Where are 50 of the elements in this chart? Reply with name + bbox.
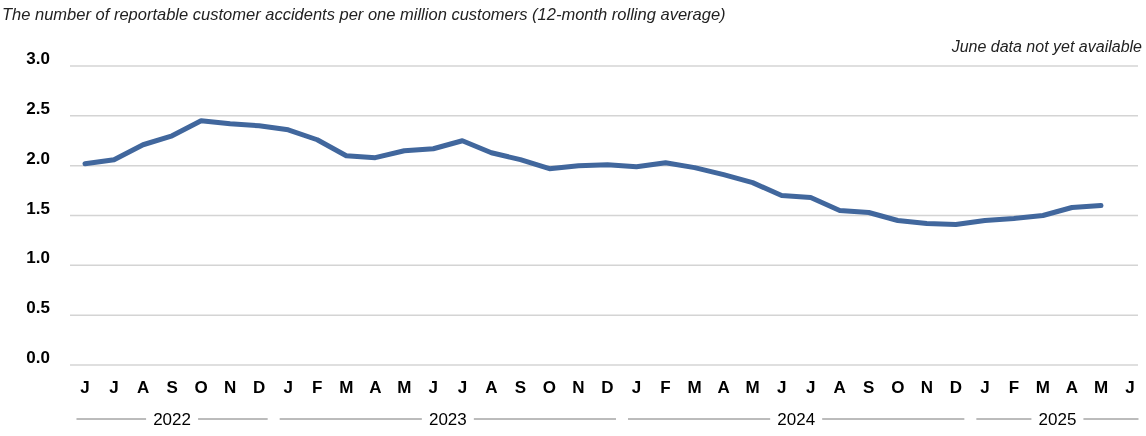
x-tick-label: J [631,378,642,397]
x-tick-label: J [776,378,787,397]
x-tick-label: S [863,378,875,397]
x-tick-label: D [253,378,266,397]
x-tick-label: F [1008,378,1020,397]
text: June data not yet available [950,38,1143,55]
x-tick-label: M [339,378,354,397]
text: 2024 [777,410,816,429]
x-tick-label: D [949,378,962,397]
x-tick-label: S [514,378,527,397]
x-tick-label: M [1035,378,1050,397]
x-tick-label: S [166,378,178,397]
x-tick-label: J [80,378,90,397]
x-tick-label: M [687,378,702,397]
x-tick-label: O [542,378,557,397]
x-tick-label: M [397,378,412,397]
y-tick-label: 2.5 [26,98,50,118]
x-tick-label: O [891,378,905,397]
x-tick-label: N [572,378,585,397]
text: 2025 [1038,410,1077,429]
y-tick-label: 1.0 [26,248,50,268]
text: 2022 [153,410,191,429]
x-tick-label: M [745,378,760,397]
x-tick-label: J [457,378,468,397]
x-tick-label: J [428,378,439,397]
x-tick-label: A [485,378,498,397]
x-tick-label: N [224,378,237,397]
y-tick-label: 0.0 [26,348,50,367]
x-tick-label: A [717,378,730,397]
x-tick-label: J [283,378,293,397]
x-tick-label: N [920,378,933,397]
x-tick-label: J [980,378,990,397]
x-tick-label: O [194,378,208,397]
x-tick-label: D [601,378,614,397]
chart-title: The number of reportable customer accidents per one million customers (12-month rolling average) [2,5,726,23]
x-tick-label: F [312,378,323,397]
x-tick-label: M [1093,378,1109,397]
x-tick-label: J [1125,378,1135,397]
x-tick-label: A [369,378,382,397]
y-tick-label: 3.0 [26,49,50,68]
text: 2023 [428,410,467,429]
x-tick-label: A [833,378,846,397]
y-tick-label: 1.5 [26,198,50,218]
x-tick-label: F [660,378,671,397]
x-tick-label: A [136,378,150,397]
x-tick-label: A [1065,378,1079,397]
y-tick-label: 2.0 [26,148,50,168]
x-tick-label: J [805,378,816,397]
y-tick-label: 0.5 [26,298,50,318]
x-tick-label: J [109,378,119,397]
